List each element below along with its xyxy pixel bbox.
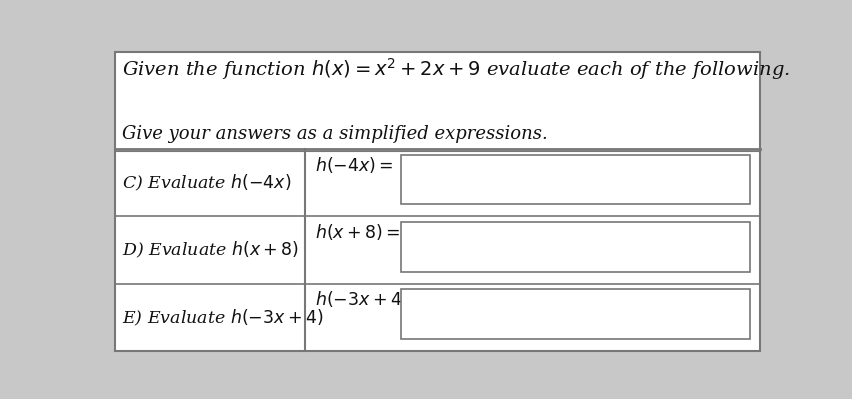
Text: $h(-3x+4) =$: $h(-3x+4) =$ bbox=[314, 290, 425, 310]
Text: Give your answers as a simplified expressions.: Give your answers as a simplified expres… bbox=[123, 125, 548, 143]
Text: $h(x+8) =$: $h(x+8) =$ bbox=[314, 222, 400, 242]
Text: $h(-4x) =$: $h(-4x) =$ bbox=[314, 154, 393, 174]
Text: C) Evaluate $h(-4x)$: C) Evaluate $h(-4x)$ bbox=[123, 173, 291, 193]
Text: D) Evaluate $h(x+8)$: D) Evaluate $h(x+8)$ bbox=[123, 240, 299, 260]
FancyBboxPatch shape bbox=[400, 290, 749, 339]
Text: Given the function $h(x) = x^2 + 2x + 9$ evaluate each of the following.: Given the function $h(x) = x^2 + 2x + 9$… bbox=[123, 56, 790, 82]
FancyBboxPatch shape bbox=[400, 154, 749, 204]
FancyBboxPatch shape bbox=[114, 51, 759, 352]
FancyBboxPatch shape bbox=[400, 222, 749, 272]
Text: E) Evaluate $h(-3x+4)$: E) Evaluate $h(-3x+4)$ bbox=[123, 308, 324, 328]
